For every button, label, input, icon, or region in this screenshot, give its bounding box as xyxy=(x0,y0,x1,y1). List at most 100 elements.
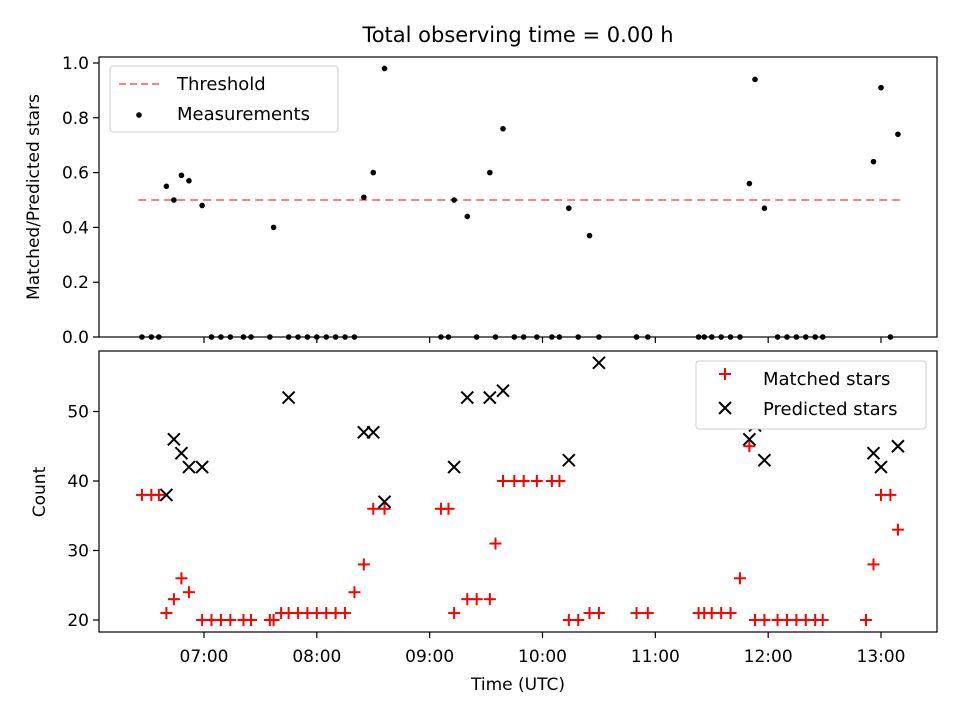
matched-star-point xyxy=(348,586,361,599)
bottom-axes-frame xyxy=(98,350,938,633)
top-y-tick-label: 1.0 xyxy=(62,54,89,74)
bottom-x-ticks: 07:00 08:00 09:00 10:00 11:00 12:00 13:00 xyxy=(180,632,906,667)
matched-star-point xyxy=(245,614,258,626)
legend-measurements-label: Measurements xyxy=(177,104,310,125)
top-axes-frame xyxy=(98,56,938,338)
predicted-star-point xyxy=(159,488,174,502)
top-legend: Threshold Measurements xyxy=(109,65,339,133)
measurement-point xyxy=(566,205,572,212)
matched-star-point xyxy=(530,475,543,487)
measurement-point xyxy=(500,125,506,132)
matched-star-point xyxy=(724,607,737,620)
top-y-axis-label: Matched/Predicted stars xyxy=(24,94,44,300)
bottom-x-tick-label: 08:00 xyxy=(292,647,341,667)
predicted-star-point xyxy=(483,390,497,405)
predicted-star-point xyxy=(195,460,209,474)
predicted-star-point xyxy=(757,453,772,467)
measurement-point xyxy=(487,169,493,176)
matched-star-point xyxy=(448,607,461,620)
bottom-x-tick-label: 09:00 xyxy=(405,647,454,667)
matched-star-point xyxy=(442,502,455,515)
matched-star-point xyxy=(152,488,165,501)
bottom-y-ticks: 20 30 40 50 xyxy=(67,403,99,631)
legend-matched-swatch xyxy=(719,368,731,380)
bottom-x-tick-label: 11:00 xyxy=(631,647,680,667)
predicted-star-point xyxy=(866,446,881,460)
measurement-point xyxy=(464,213,471,220)
measurement-point xyxy=(163,183,170,190)
top-plot-area xyxy=(138,65,901,340)
matched-star-point xyxy=(743,440,756,453)
bottom-y-axis-label: Count xyxy=(30,466,50,517)
matched-star-point xyxy=(339,607,352,620)
matched-star-point xyxy=(592,607,605,620)
bottom-plot-area xyxy=(135,356,905,626)
bottom-y-tick-label: 40 xyxy=(67,472,89,492)
matched-star-point xyxy=(891,523,904,536)
measurement-point xyxy=(171,197,177,203)
matched-star-point xyxy=(641,607,654,620)
matched-star-point xyxy=(267,614,280,626)
bottom-panel: 20 30 40 50 07:00 08:00 09:00 10:00 11:00 12:00 1… xyxy=(30,350,938,695)
bottom-x-tick-label: 13:00 xyxy=(857,647,906,667)
legend-threshold-label: Threshold xyxy=(176,74,266,95)
top-y-tick-label: 0.4 xyxy=(62,218,89,238)
predicted-star-point xyxy=(592,356,606,370)
matched-star-point xyxy=(160,607,173,620)
predicted-star-point xyxy=(447,460,461,474)
legend-predicted-swatch xyxy=(718,401,732,415)
bottom-legend: Matched stars Predicted stars xyxy=(695,360,927,430)
bottom-legend-box xyxy=(695,360,927,430)
top-y-tick-label: 0.8 xyxy=(62,109,89,129)
measurement-point xyxy=(186,178,192,184)
top-y-tick-label: 0.6 xyxy=(62,164,89,184)
measurement-point xyxy=(178,172,185,179)
measurement-point xyxy=(199,202,205,209)
matched-star-point xyxy=(572,614,585,626)
matched-star-point xyxy=(175,572,188,585)
predicted-star-point xyxy=(366,425,380,440)
top-y-tick-label: 0.2 xyxy=(62,273,89,293)
matched-star-point xyxy=(816,614,829,626)
measurement-point xyxy=(878,84,884,91)
predicted-star-point xyxy=(496,383,510,398)
predicted-star-point xyxy=(891,439,905,453)
measurement-point xyxy=(761,205,768,212)
predicted-star-point xyxy=(874,460,888,474)
matched-star-point xyxy=(357,558,370,571)
measurement-point xyxy=(870,158,877,165)
bottom-x-tick-label: 12:00 xyxy=(744,647,793,667)
measurement-point xyxy=(370,169,377,176)
matched-star-point xyxy=(630,607,643,620)
matched-star-point xyxy=(859,614,872,626)
x-axis-label: Time (UTC) xyxy=(470,675,565,695)
bottom-x-tick-label: 10:00 xyxy=(518,647,567,667)
predicted-star-point xyxy=(182,460,196,474)
top-y-tick-label: 0.0 xyxy=(62,328,89,348)
matched-star-point xyxy=(758,614,771,626)
measurement-point xyxy=(895,131,901,138)
matched-star-point xyxy=(367,502,380,515)
matched-star-point xyxy=(470,593,483,606)
top-panel: Total observing time = 0.00 h 0.0 0.2 0.4 0… xyxy=(24,23,938,348)
chart-title: Total observing time = 0.00 h xyxy=(361,23,673,47)
top-x-ticks xyxy=(203,337,882,343)
measurement-point xyxy=(451,197,457,203)
predicted-star-point xyxy=(562,453,576,467)
matched-star-point xyxy=(182,586,195,599)
predicted-star-point xyxy=(460,390,474,405)
matched-star-point xyxy=(884,488,897,501)
matched-star-point xyxy=(497,475,510,487)
measurement-point xyxy=(752,76,758,83)
matched-star-point xyxy=(489,537,502,550)
matched-star-point xyxy=(733,572,746,585)
bottom-x-tick-label: 07:00 xyxy=(180,647,229,667)
matched-star-point xyxy=(867,558,880,571)
matched-star-point xyxy=(517,475,530,487)
matched-star-point xyxy=(553,475,566,487)
measurement-point xyxy=(586,232,593,239)
measurement-point xyxy=(746,180,753,187)
matched-star-point xyxy=(224,614,237,626)
predicted-star-point xyxy=(174,446,189,460)
